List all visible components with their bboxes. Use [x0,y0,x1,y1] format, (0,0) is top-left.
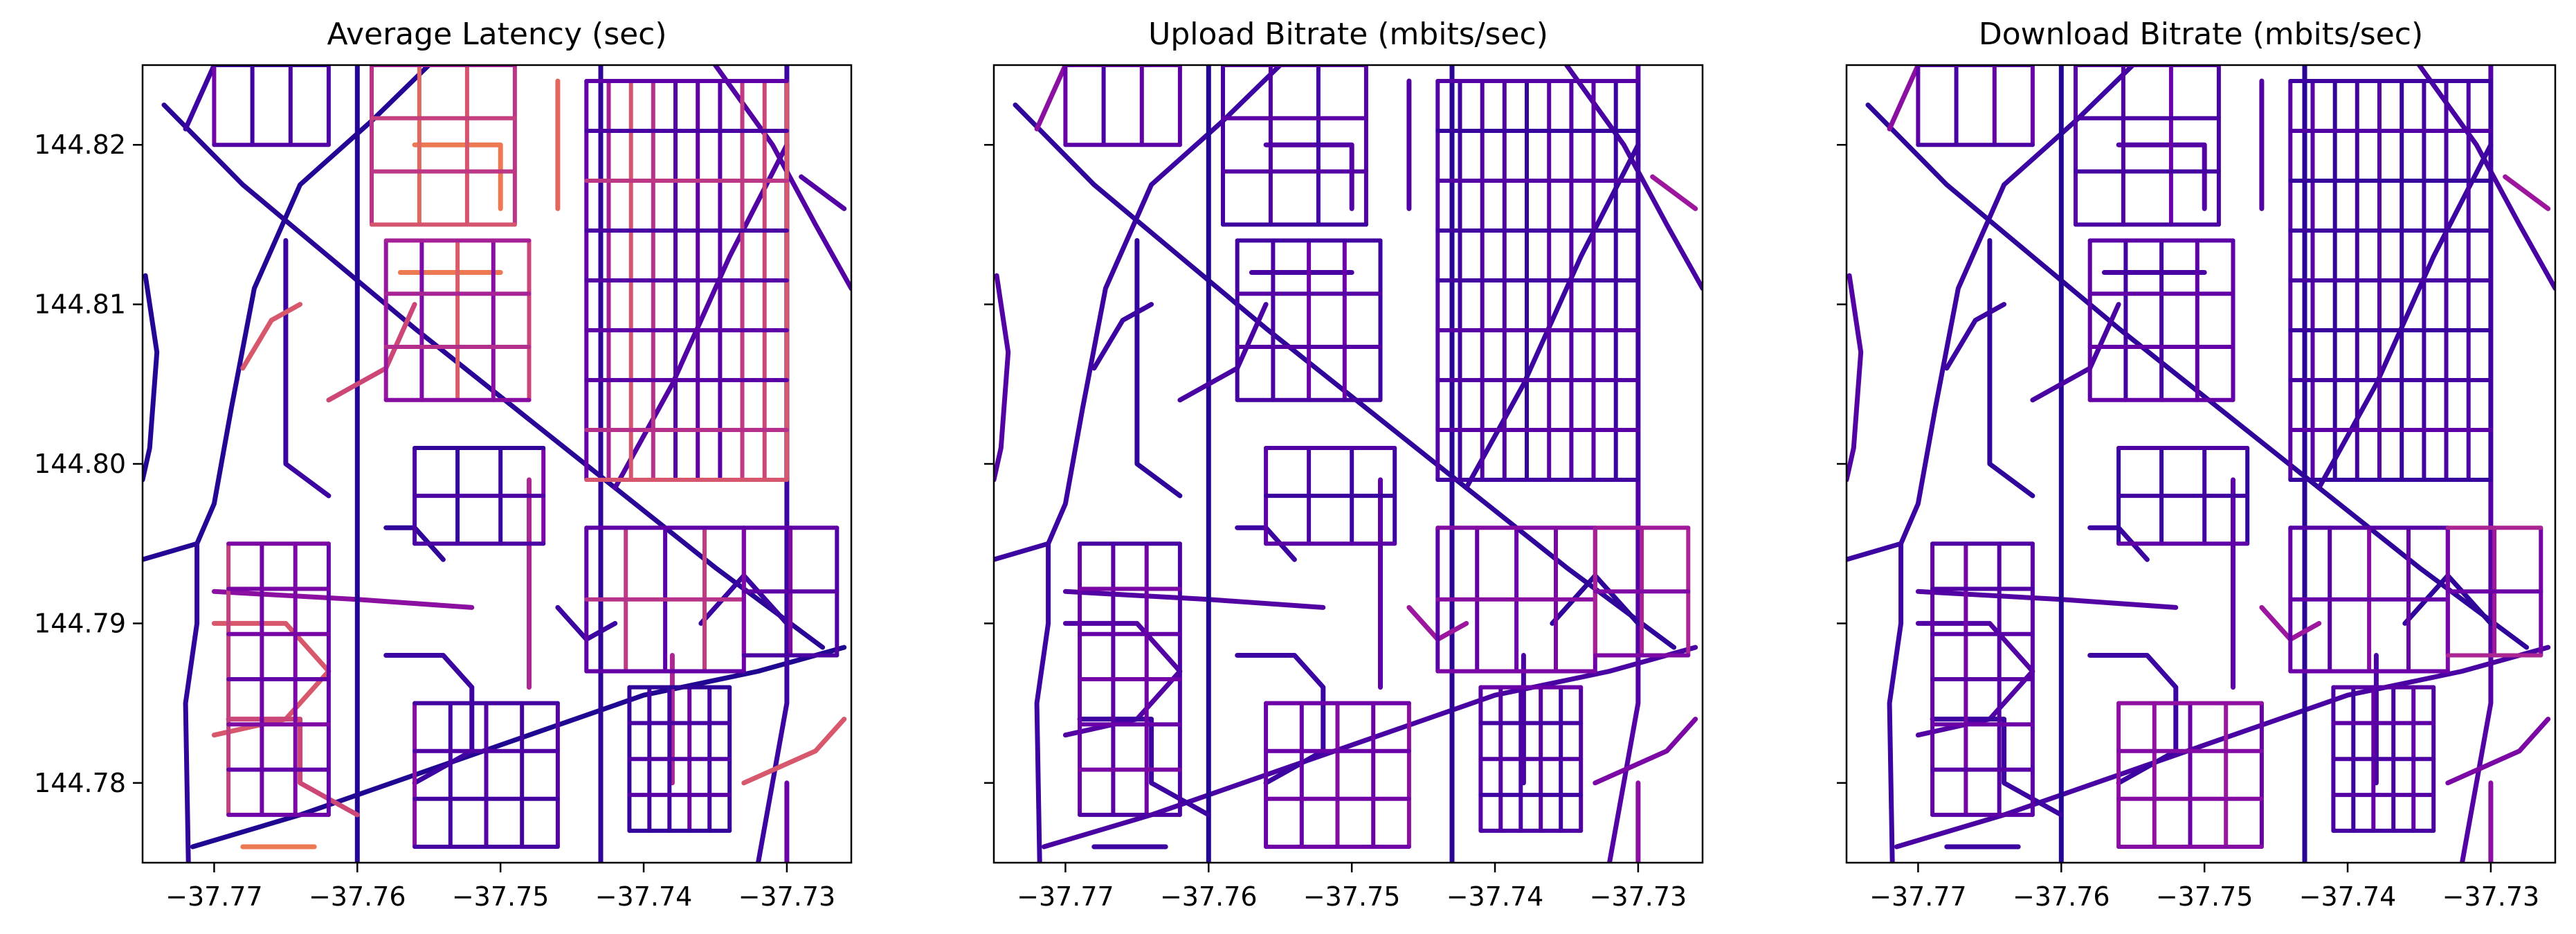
street-segment [412,142,503,211]
panel-title: Upload Bitrate (mbits/sec) [1148,17,1548,52]
street-segment [1263,142,1354,211]
panel-title: Download Bitrate (mbits/sec) [1979,17,2423,52]
y-tick-label: 144.78 [34,768,126,798]
axis-ticks: −37.77 −37.76 −37.75 −37.74 −37.73 [1837,143,2540,912]
x-tick-label: −37.73 [738,881,836,912]
street-segment [1944,302,2007,371]
street-segment [1013,102,1677,650]
street-segment [1593,717,1698,786]
street-segment [741,717,847,786]
street-segment [1034,541,1051,863]
street-points-latency [143,65,851,863]
street-points-download [1847,65,2555,863]
street-segment [2087,653,2179,786]
x-tick-label: −37.75 [1303,881,1401,912]
x-tick-label: −37.76 [2013,881,2110,912]
street-points-upload [994,65,1703,863]
street-segment [143,273,160,483]
y-tick-label: 144.80 [34,449,126,479]
street-segment [1887,541,1904,863]
street-segment [2116,142,2207,211]
street-segment [1650,174,1698,211]
panel-download-bitrate: Download Bitrate (mbits/sec) −37.77 −37.7… [1837,17,2557,912]
x-tick-label: −37.73 [1590,881,1687,912]
street-segment [1887,65,1921,132]
x-tick-label: −37.77 [1017,881,1114,912]
x-tick-label: −37.77 [165,881,263,912]
x-tick-label: −37.76 [1160,881,1258,912]
street-segment [799,174,847,211]
x-tick-label: −37.73 [2442,881,2540,912]
street-segment [183,65,217,132]
x-tick-label: −37.75 [452,881,550,912]
x-tick-label: −37.76 [309,881,406,912]
street-segment [183,541,200,863]
y-tick-label: 144.82 [34,129,126,160]
x-tick-label: −37.74 [2299,881,2397,912]
panel-average-latency: Average Latency (sec) −37.77 −37.76 −37.75… [34,17,853,912]
street-segment [2445,717,2551,786]
street-segment [1034,65,1068,132]
street-segment [1091,302,1154,371]
street-segment [1235,653,1326,786]
street-segment [994,273,1011,483]
street-segment [1464,142,1641,491]
street-segment [2316,142,2494,491]
street-segment [383,653,475,786]
street-segment [613,142,790,491]
x-tick-label: −37.74 [595,881,693,912]
panel-title: Average Latency (sec) [327,17,666,52]
street-segment [1847,273,1864,483]
x-tick-label: −37.74 [1446,881,1544,912]
x-tick-label: −37.77 [1869,881,1967,912]
street-segment [2503,174,2551,211]
street-segment [161,102,826,650]
panel-upload-bitrate: Upload Bitrate (mbits/sec) −37.77 −37.76−… [984,17,1704,912]
y-tick-label: 144.79 [34,608,126,638]
x-tick-label: −37.75 [2156,881,2253,912]
axis-ticks: −37.77 −37.76 −37.75 −37.74 −37.73 [984,143,1687,912]
axis-ticks: −37.77 −37.76 −37.75 −37.74 −37.73 144.78 144.… [34,129,835,912]
street-segment [1865,102,2530,650]
y-tick-label: 144.81 [34,289,126,320]
street-segment [240,302,303,371]
